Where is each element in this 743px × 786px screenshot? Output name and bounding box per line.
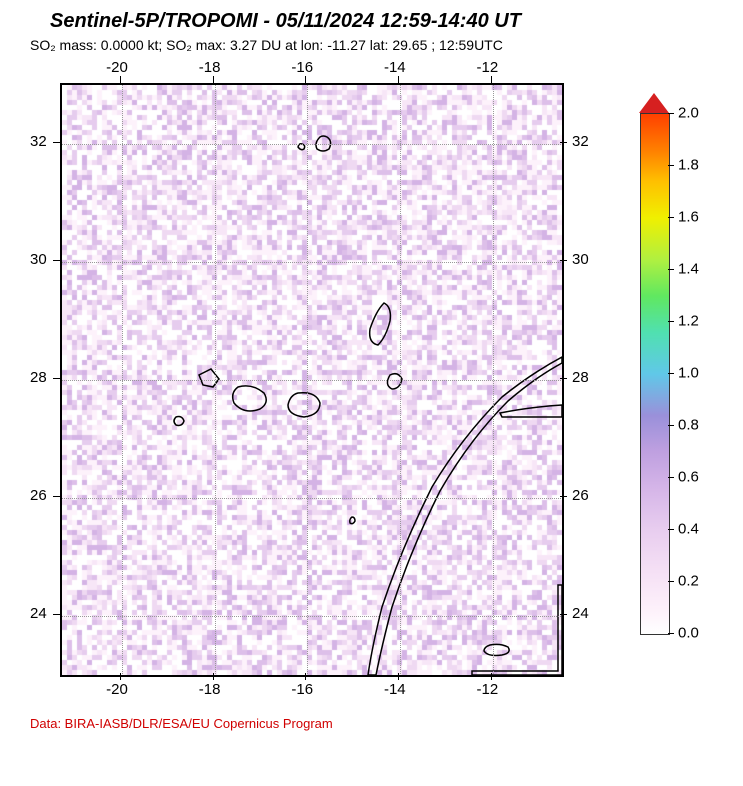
y-tick-label: 30: [30, 251, 47, 268]
x-tick-label: -18: [199, 681, 221, 698]
colorbar-tick-label: 1.2: [678, 313, 699, 330]
colorbar-tick-label: 0.2: [678, 573, 699, 590]
y-tick-label: 24: [572, 605, 589, 622]
x-tick-label: -20: [106, 59, 128, 76]
x-tick-label: -12: [477, 681, 499, 698]
colorbar-tick-label: 0.4: [678, 521, 699, 538]
colorbar-tick-label: 0.8: [678, 417, 699, 434]
colorbar-gradient: [640, 113, 670, 635]
x-tick-label: -20: [106, 681, 128, 698]
y-tick-label: 30: [572, 251, 589, 268]
colorbar-tick-label: 1.4: [678, 261, 699, 278]
x-tick-label: -16: [291, 59, 313, 76]
colorbar-over-triangle: [639, 93, 669, 113]
x-tick-label: -12: [477, 59, 499, 76]
colorbar-tick-label: 0.0: [678, 625, 699, 642]
y-tick-label: 24: [30, 605, 47, 622]
y-tick-label: 32: [30, 133, 47, 150]
map-plot: [60, 83, 564, 677]
chart-title: Sentinel-5P/TROPOMI - 05/11/2024 12:59-1…: [50, 10, 733, 33]
x-tick-label: -18: [199, 59, 221, 76]
data-credit: Data: BIRA-IASB/DLR/ESA/EU Copernicus Pr…: [30, 716, 333, 731]
y-tick-label: 26: [30, 487, 47, 504]
x-tick-label: -14: [384, 59, 406, 76]
x-tick-label: -14: [384, 681, 406, 698]
y-tick-label: 32: [572, 133, 589, 150]
chart-subtitle: SO₂ mass: 0.0000 kt; SO₂ max: 3.27 DU at…: [30, 37, 733, 53]
colorbar-tick-label: 0.6: [678, 469, 699, 486]
colorbar-tick-label: 1.0: [678, 365, 699, 382]
y-tick-label: 26: [572, 487, 589, 504]
y-tick-label: 28: [30, 369, 47, 386]
colorbar-tick-label: 1.6: [678, 209, 699, 226]
y-tick-label: 28: [572, 369, 589, 386]
colorbar-tick-label: 1.8: [678, 157, 699, 174]
colorbar-tick-label: 2.0: [678, 105, 699, 122]
colorbar: 0.00.20.40.60.81.01.21.41.61.82.0 SO₂ co…: [640, 113, 670, 635]
x-tick-label: -16: [291, 681, 313, 698]
